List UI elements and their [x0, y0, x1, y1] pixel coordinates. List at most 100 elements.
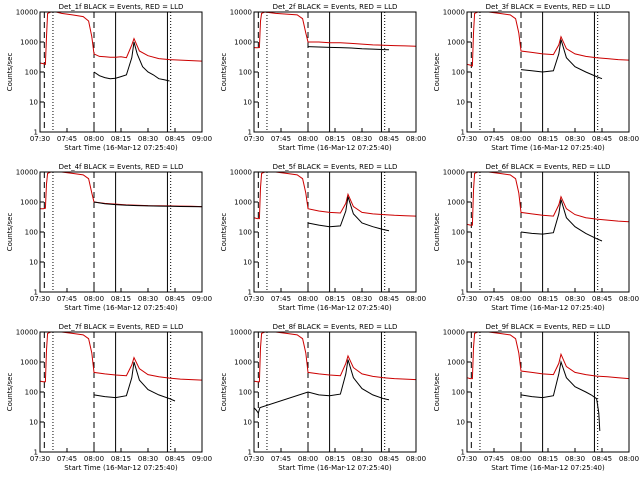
panel-6: Det_6f BLACK = Events, RED = LLD 07:30 07:…	[433, 163, 639, 312]
y-tick-label: 1	[461, 129, 465, 137]
x-axis-label: Start Time (16-Mar-12 07:25:40)	[64, 144, 178, 152]
panel-1: Det_1f BLACK = Events, RED = LLD 07:30 07:…	[6, 3, 212, 152]
x-tick-label: 08:00	[84, 295, 104, 303]
lld-series-line	[466, 331, 630, 380]
x-tick-label: 08:45	[165, 135, 185, 143]
panel-title: Det_5f BLACK = Events, RED = LLD	[273, 163, 398, 171]
y-tick-label: 10000	[16, 9, 38, 17]
x-tick-label: 08:45	[592, 295, 612, 303]
y-axis-label: Counts/sec	[433, 213, 441, 252]
x-tick-label: 07:30	[457, 455, 477, 463]
y-tick-label: 1	[34, 289, 38, 297]
y-tick-label: 100	[239, 229, 252, 237]
events-series-line	[93, 361, 176, 402]
plot-frame	[253, 171, 417, 293]
events-series-line	[307, 196, 390, 232]
x-axis-label: Start Time (16-Mar-12 07:25:40)	[491, 144, 605, 152]
x-tick-label: 07:45	[484, 295, 504, 303]
y-tick-label: 1000	[447, 39, 465, 47]
x-tick-label: 07:45	[57, 455, 77, 463]
panel-8: Det_8f BLACK = Events, RED = LLD 07:30 07:…	[220, 323, 426, 472]
panel-title: Det_2f BLACK = Events, RED = LLD	[273, 3, 398, 11]
x-tick-label: 09:00	[192, 455, 212, 463]
y-tick-label: 10	[243, 99, 252, 107]
x-tick-label: 07:30	[244, 295, 264, 303]
plot-frame	[39, 331, 203, 453]
x-tick-label: 08:15	[538, 455, 558, 463]
y-tick-label: 100	[25, 69, 38, 77]
events-series-line	[520, 39, 603, 80]
lld-series-line	[39, 331, 203, 383]
y-tick-label: 100	[452, 229, 465, 237]
y-axis-label: Counts/sec	[6, 53, 14, 92]
y-tick-label: 100	[239, 389, 252, 397]
y-tick-label: 10	[29, 419, 38, 427]
y-tick-label: 1000	[20, 199, 38, 207]
x-tick-label: 08:30	[138, 295, 158, 303]
x-tick-label: 07:30	[30, 295, 50, 303]
panel-title: Det_8f BLACK = Events, RED = LLD	[273, 323, 398, 331]
plot-frame	[39, 171, 203, 293]
panel-3: Det_3f BLACK = Events, RED = LLD 07:30 07:…	[433, 3, 639, 152]
x-tick-label: 08:45	[165, 295, 185, 303]
x-tick-label: 08:00	[511, 135, 531, 143]
panel-2: Det_2f BLACK = Events, RED = LLD 07:30 07:…	[220, 3, 426, 152]
panel-5: Det_5f BLACK = Events, RED = LLD 07:30 07:…	[220, 163, 426, 312]
plot-frame	[466, 331, 630, 453]
x-tick-label: 08:30	[352, 295, 372, 303]
panel-title: Det_6f BLACK = Events, RED = LLD	[486, 163, 611, 171]
lld-series-line	[39, 11, 203, 65]
x-axis-label: Start Time (16-Mar-12 07:25:40)	[278, 144, 392, 152]
y-tick-label: 1000	[20, 359, 38, 367]
y-tick-label: 10	[243, 259, 252, 267]
x-tick-label: 07:45	[271, 455, 291, 463]
x-tick-label: 07:30	[244, 135, 264, 143]
panel-7: Det_7f BLACK = Events, RED = LLD 07:30 07:…	[6, 323, 212, 472]
x-tick-label: 08:30	[138, 135, 158, 143]
y-tick-label: 100	[452, 389, 465, 397]
x-axis-label: Start Time (16-Mar-12 07:25:40)	[64, 304, 178, 312]
x-tick-label: 07:45	[271, 295, 291, 303]
y-tick-label: 100	[25, 389, 38, 397]
panel-title: Det_1f BLACK = Events, RED = LLD	[59, 3, 184, 11]
x-tick-label: 08:00	[298, 135, 318, 143]
y-tick-label: 100	[25, 229, 38, 237]
x-tick-label: 08:45	[592, 455, 612, 463]
y-axis-label: Counts/sec	[220, 213, 228, 252]
y-axis-label: Counts/sec	[433, 53, 441, 92]
x-tick-label: 08:00	[511, 455, 531, 463]
x-tick-label: 09:00	[192, 135, 212, 143]
y-tick-label: 10000	[230, 329, 252, 337]
lld-series-line	[253, 11, 417, 49]
x-tick-label: 08:00	[298, 295, 318, 303]
y-tick-label: 10000	[443, 329, 465, 337]
y-tick-label: 1000	[447, 199, 465, 207]
x-tick-label: 08:00	[84, 455, 104, 463]
x-tick-label: 07:45	[57, 295, 77, 303]
x-tick-label: 08:15	[538, 295, 558, 303]
y-tick-label: 10	[456, 99, 465, 107]
y-tick-label: 1000	[20, 39, 38, 47]
x-tick-label: 08:45	[379, 295, 399, 303]
lld-series-line	[466, 171, 630, 226]
y-tick-label: 1	[248, 289, 252, 297]
panel-title: Det_7f BLACK = Events, RED = LLD	[59, 323, 184, 331]
x-tick-label: 08:15	[111, 295, 131, 303]
x-tick-label: 08:15	[538, 135, 558, 143]
y-tick-label: 1	[248, 129, 252, 137]
x-tick-label: 08:30	[565, 295, 585, 303]
x-tick-label: 08:00	[84, 135, 104, 143]
y-tick-label: 10	[29, 259, 38, 267]
x-tick-label: 07:45	[57, 135, 77, 143]
plot-frame	[253, 11, 417, 133]
x-tick-label: 07:45	[484, 455, 504, 463]
x-axis-label: Start Time (16-Mar-12 07:25:40)	[491, 464, 605, 472]
x-tick-label: 07:30	[30, 135, 50, 143]
y-tick-label: 1	[461, 289, 465, 297]
lld-series-line	[466, 11, 630, 67]
x-tick-label: 07:30	[30, 455, 50, 463]
lld-series-line	[253, 331, 417, 383]
plot-frame	[39, 11, 203, 133]
y-tick-label: 1	[34, 129, 38, 137]
y-tick-label: 100	[239, 69, 252, 77]
